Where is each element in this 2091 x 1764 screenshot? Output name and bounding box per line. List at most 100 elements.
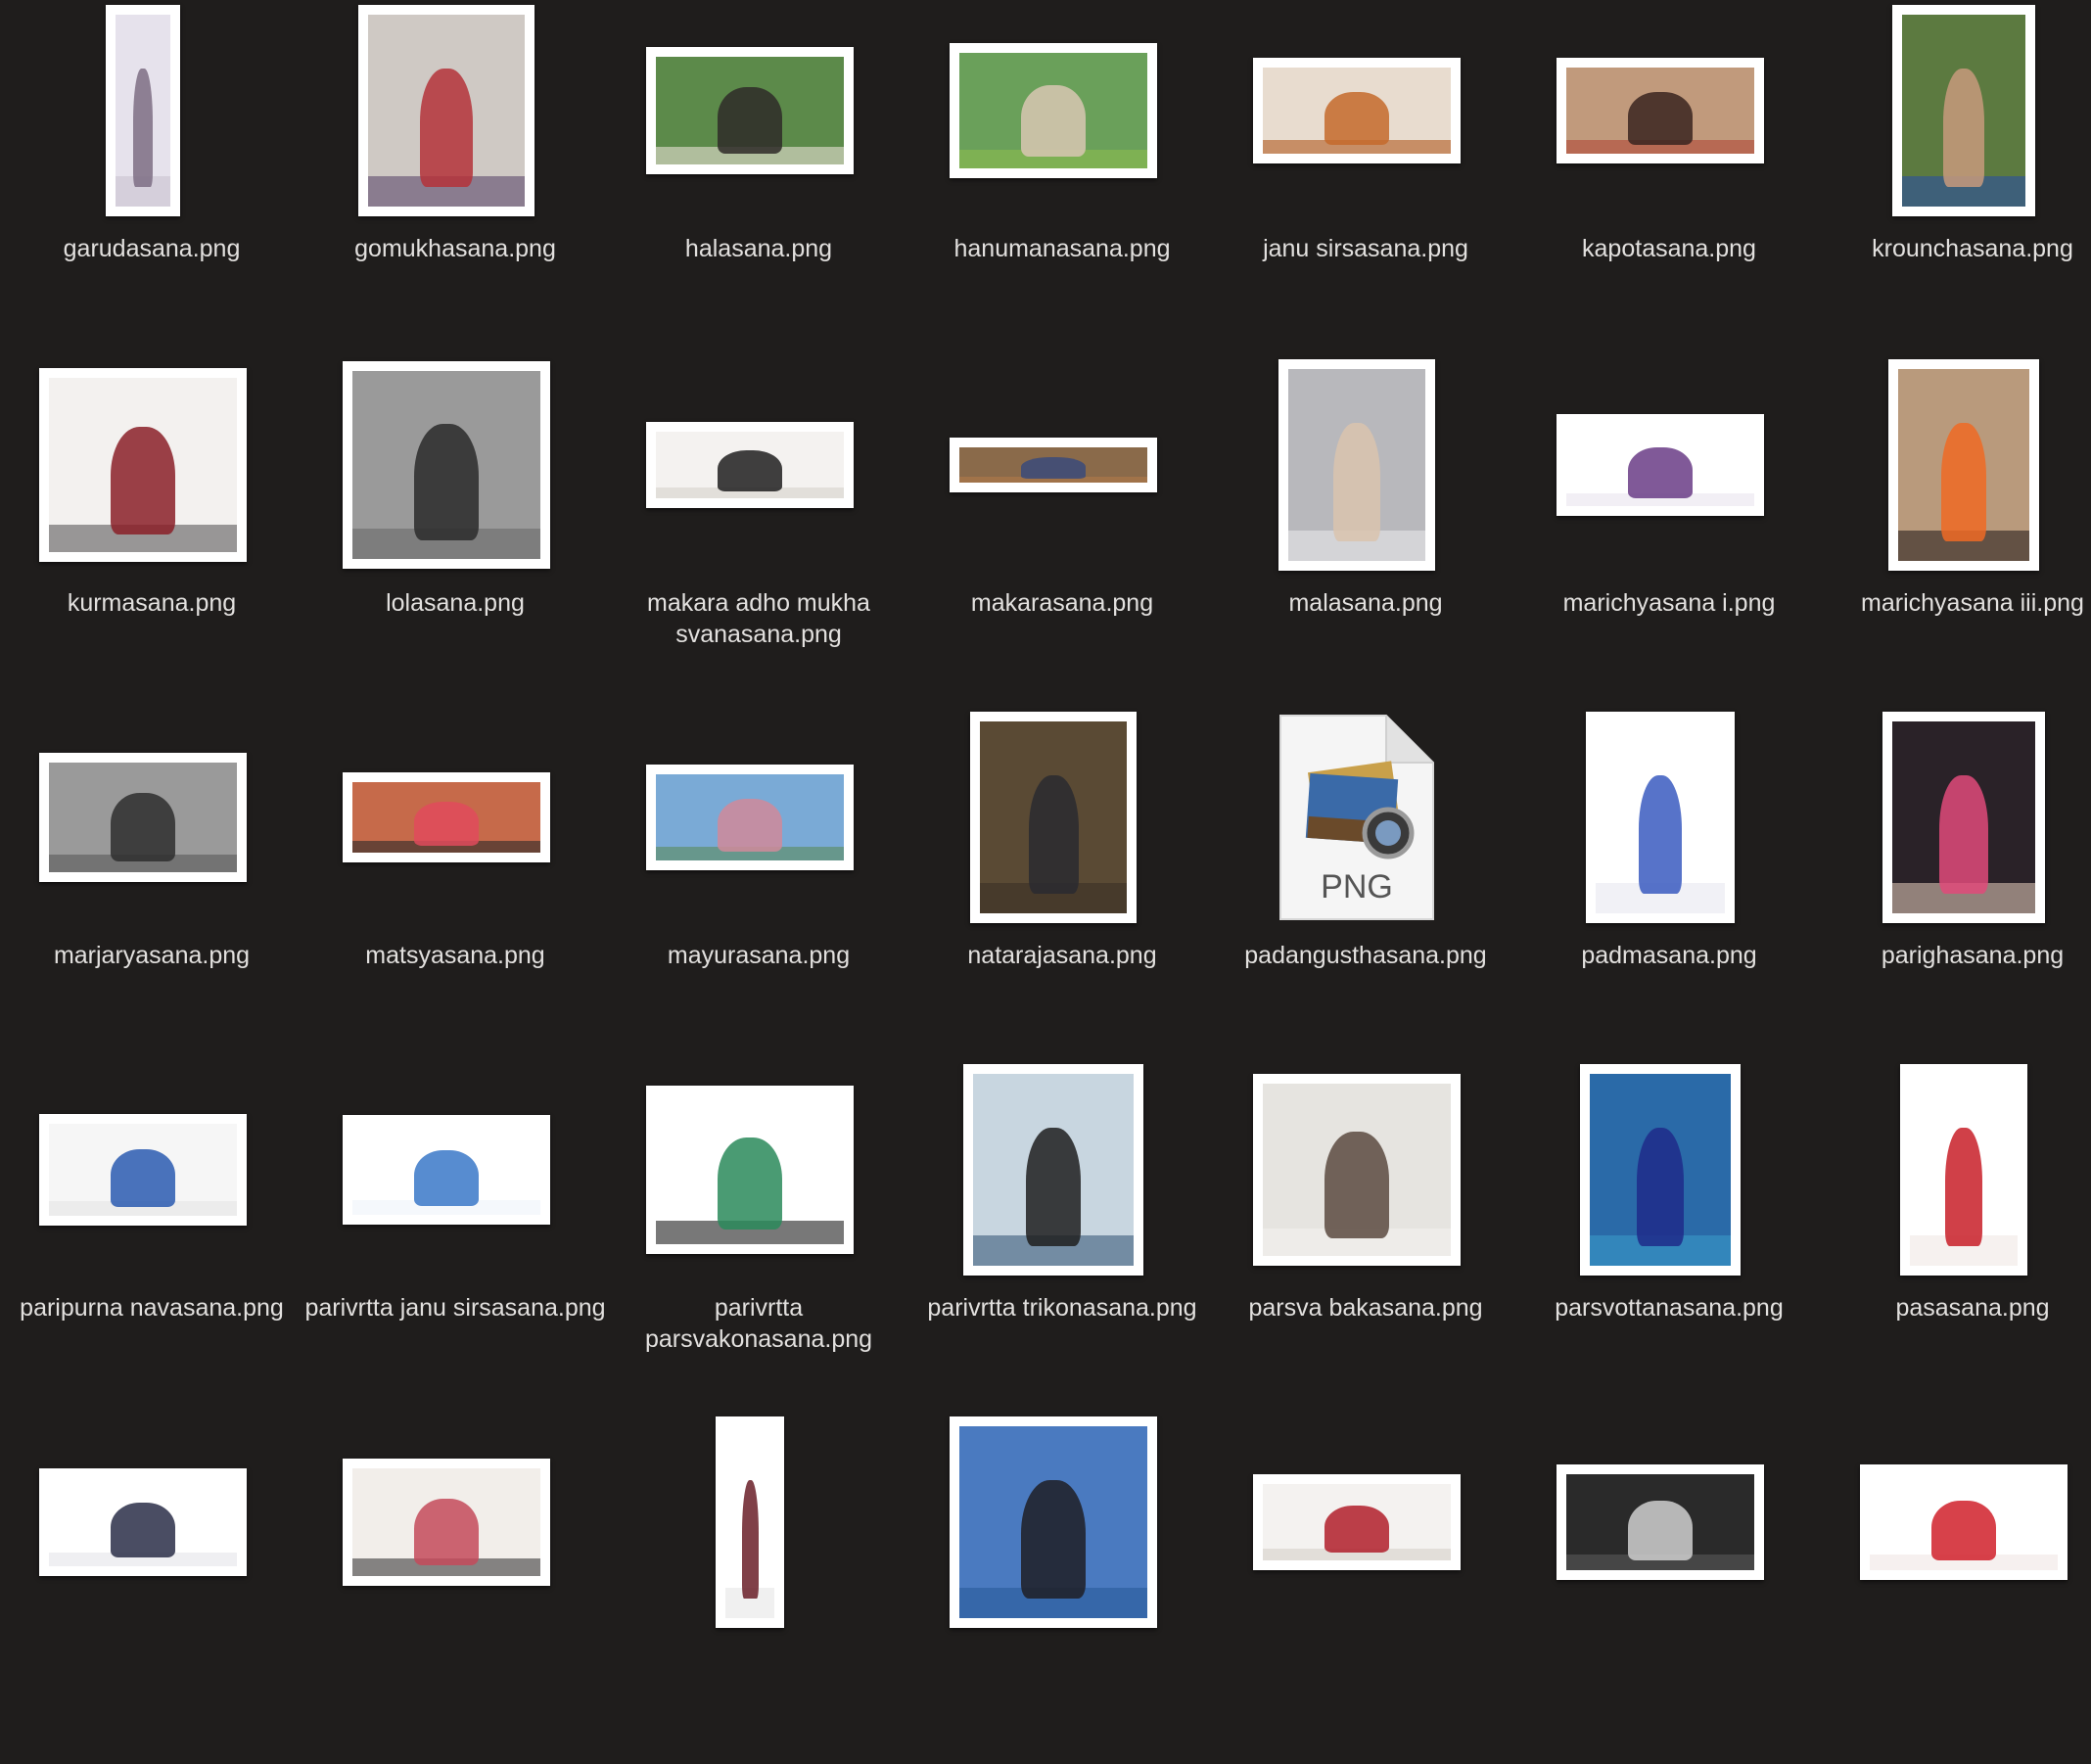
thumbnail-image <box>1910 1074 2018 1266</box>
file-item[interactable]: makarasana.png <box>910 354 1214 707</box>
file-item[interactable]: hanumanasana.png <box>910 0 1214 352</box>
file-item[interactable]: parivrtta janu sirsasana.png <box>303 1059 607 1412</box>
pose-figure <box>1026 1127 1081 1247</box>
file-item[interactable]: PNG padangusthasana.png <box>1214 707 1517 1059</box>
thumbnail-image <box>352 782 540 853</box>
thumbnail-floor <box>959 477 1147 483</box>
pose-figure <box>718 86 782 154</box>
thumbnail-area <box>303 1412 607 1633</box>
file-name-label: parsva bakasana.png <box>1248 1294 1483 1322</box>
file-item[interactable]: marichyasana i.png <box>1517 354 1821 707</box>
file-name-label: lolasana.png <box>386 589 525 617</box>
file-item[interactable] <box>1517 1412 1821 1764</box>
file-name-label: mayurasana.png <box>667 942 851 969</box>
file-item[interactable]: mayurasana.png <box>607 707 910 1059</box>
file-name-label: parsvottanasana.png <box>1555 1294 1784 1322</box>
file-item[interactable] <box>303 1412 607 1764</box>
image-thumbnail <box>1253 58 1461 163</box>
thumbnail-image <box>656 432 844 498</box>
file-item[interactable]: lolasana.png <box>303 354 607 707</box>
pose-figure <box>111 793 175 861</box>
image-thumbnail <box>1892 5 2035 216</box>
thumbnail-area <box>0 354 303 576</box>
thumbnail-floor <box>1263 139 1451 154</box>
pose-figure <box>414 423 479 540</box>
file-item[interactable]: matsyasana.png <box>303 707 607 1059</box>
file-item[interactable]: kurmasana.png <box>0 354 303 707</box>
file-item[interactable] <box>1214 1412 1517 1764</box>
file-item[interactable] <box>1821 1412 2091 1764</box>
image-thumbnail <box>39 1114 247 1226</box>
thumbnail-image <box>1902 15 2025 207</box>
thumbnail-floor <box>49 855 237 872</box>
pose-figure <box>1636 1127 1685 1247</box>
file-name-label: padangusthasana.png <box>1244 942 1487 969</box>
file-grid: garudasana.png gomukhasana.png halasana.pn… <box>0 0 2091 1628</box>
thumbnail-image <box>352 1125 540 1215</box>
file-item[interactable]: gomukhasana.png <box>303 0 607 352</box>
file-name-label: parivrtta janu sirsasana.png <box>304 1294 606 1322</box>
image-thumbnail <box>343 1459 550 1586</box>
thumbnail-area <box>1821 0 2091 221</box>
file-name-label: pasasana.png <box>1895 1294 2050 1322</box>
thumbnail-image <box>49 1478 237 1566</box>
file-name-label: makarasana.png <box>970 589 1154 617</box>
image-thumbnail <box>343 772 550 862</box>
file-item[interactable]: marichyasana iii.png <box>1821 354 2091 707</box>
pose-figure <box>1628 446 1693 498</box>
file-name-label: marichyasana i.png <box>1562 589 1776 617</box>
file-name-label: janu sirsasana.png <box>1263 235 1468 262</box>
file-item[interactable]: krounchasana.png <box>1821 0 2091 352</box>
pose-figure <box>414 802 479 846</box>
file-item[interactable]: marjaryasana.png <box>0 707 303 1059</box>
file-name-label: hanumanasana.png <box>953 235 1171 262</box>
file-name-label: parighasana.png <box>1881 942 2065 969</box>
file-name-label: paripurna navasana.png <box>20 1294 284 1322</box>
thumbnail-image <box>352 1468 540 1576</box>
image-thumbnail <box>646 47 854 174</box>
file-name-label: natarajasana.png <box>967 942 1157 969</box>
file-item[interactable]: parivrtta parsvakonasana.png <box>607 1059 910 1412</box>
file-item[interactable]: garudasana.png <box>0 0 303 352</box>
file-item[interactable]: kapotasana.png <box>1517 0 1821 352</box>
pose-figure <box>1028 774 1079 895</box>
file-item[interactable]: halasana.png <box>607 0 910 352</box>
thumbnail-area <box>1821 354 2091 576</box>
file-item[interactable]: parighasana.png <box>1821 707 2091 1059</box>
thumbnail-area: PNG <box>1214 707 1517 928</box>
thumbnail-area <box>1517 354 1821 576</box>
file-item[interactable]: parsva bakasana.png <box>1214 1059 1517 1412</box>
file-item[interactable]: paripurna navasana.png <box>0 1059 303 1412</box>
thumbnail-image <box>1566 68 1754 154</box>
file-item[interactable] <box>0 1412 303 1764</box>
pose-figure <box>1941 422 1986 542</box>
thumbnail-image <box>352 371 540 559</box>
thumbnail-image <box>1263 1484 1451 1560</box>
file-item[interactable]: janu sirsasana.png <box>1214 0 1517 352</box>
png-type-label: PNG <box>1321 868 1393 905</box>
file-item[interactable]: natarajasana.png <box>910 707 1214 1059</box>
thumbnail-floor <box>656 487 844 498</box>
pose-figure <box>741 1479 759 1600</box>
file-item[interactable] <box>910 1412 1214 1764</box>
pose-figure <box>1628 1501 1693 1561</box>
pose-figure <box>718 798 782 853</box>
file-item[interactable]: makara adho mukha svanasana.png <box>607 354 910 707</box>
file-item[interactable]: parsvottanasana.png <box>1517 1059 1821 1412</box>
file-item[interactable]: malasana.png <box>1214 354 1517 707</box>
file-item[interactable]: pasasana.png <box>1821 1059 2091 1412</box>
thumbnail-image <box>1566 424 1754 506</box>
pose-figure <box>414 1149 479 1206</box>
thumbnail-image <box>656 774 844 860</box>
pose-figure <box>1324 1132 1389 1239</box>
file-item[interactable]: parivrtta trikonasana.png <box>910 1059 1214 1412</box>
image-thumbnail <box>39 368 247 562</box>
thumbnail-area <box>910 1059 1214 1280</box>
image-thumbnail <box>1900 1064 2027 1276</box>
thumbnail-image <box>368 15 525 207</box>
file-item[interactable] <box>607 1412 910 1764</box>
file-item[interactable]: padmasana.png <box>1517 707 1821 1059</box>
thumbnail-floor <box>49 1200 237 1216</box>
pose-figure <box>1939 774 1988 895</box>
thumbnail-area <box>910 1412 1214 1633</box>
